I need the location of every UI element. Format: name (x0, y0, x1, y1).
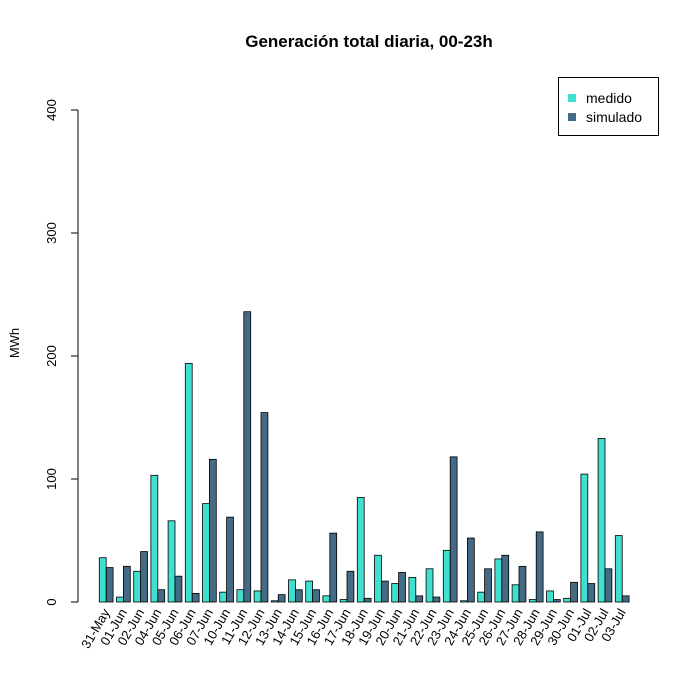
bar-medido-05-Jun (167, 520, 176, 603)
bar-medido-12-Jun (253, 590, 262, 603)
bar-medido-15-Jun (305, 580, 314, 603)
bar-simulado-04-Jun (157, 589, 166, 603)
y-tick-label: 100 (44, 468, 59, 490)
bar-simulado-15-Jun (312, 589, 320, 603)
bar-simulado-26-Jun (501, 554, 510, 603)
bar-simulado-18-Jun (363, 597, 372, 603)
bar-simulado-19-Jun (380, 580, 389, 603)
bar-medido-20-Jun (391, 583, 400, 603)
bar-simulado-12-Jun (260, 412, 269, 603)
bar-simulado-03-Jul (621, 595, 630, 603)
bar-simulado-01-Jun (123, 565, 131, 603)
bar-medido-30-Jun (563, 597, 572, 603)
bar-medido-10-Jun (219, 591, 227, 603)
bar-simulado-23-Jun (449, 456, 458, 603)
bar-simulado-11-Jun (243, 311, 252, 603)
bar-simulado-27-Jun (518, 565, 527, 603)
bar-simulado-16-Jun (329, 532, 338, 603)
bar-medido-21-Jun (408, 577, 417, 603)
bar-simulado-24-Jun (466, 537, 475, 603)
bar-medido-24-Jun (460, 600, 468, 603)
y-tick-label: 300 (44, 222, 59, 244)
bar-simulado-10-Jun (226, 516, 234, 603)
bar-medido-03-Jul (614, 535, 623, 603)
bar-medido-02-Jun (133, 570, 141, 603)
legend-swatch-medido (568, 94, 576, 102)
chart-title: Generación total diaria, 00-23h (245, 32, 493, 51)
bar-simulado-25-Jun (484, 568, 492, 603)
bar-medido-01-Jun (116, 596, 124, 603)
bar-simulado-14-Jun (294, 589, 303, 603)
y-tick-label: 400 (44, 99, 59, 121)
y-tick-label: 0 (44, 598, 59, 605)
bar-simulado-20-Jun (398, 572, 406, 603)
bar-medido-07-Jun (202, 503, 210, 603)
legend-box (558, 77, 659, 136)
bar-simulado-06-Jun (191, 592, 200, 603)
bar-simulado-28-Jun (535, 531, 544, 603)
bar-medido-25-Jun (477, 591, 486, 603)
bar-medido-22-Jun (425, 568, 434, 603)
bar-medido-29-Jun (546, 590, 554, 603)
bar-simulado-17-Jun (346, 570, 355, 603)
bar-medido-26-Jun (494, 558, 503, 603)
y-axis: 0 100 200 300 400 (44, 99, 79, 606)
bar-medido-13-Jun (270, 600, 279, 603)
legend-label-medido: medido (586, 90, 632, 106)
bar-medido-17-Jun (339, 599, 348, 603)
bar-medido-14-Jun (288, 579, 296, 603)
bar-medido-04-Jun (150, 474, 159, 603)
bar-medido-02-Jul (597, 438, 606, 603)
bar-simulado-02-Jul (604, 568, 613, 603)
bar-simulado-01-Jul (587, 583, 596, 603)
x-axis: 31-May01-Jun02-Jun04-Jun05-Jun06-Jun07-J… (78, 606, 629, 651)
bar-medido-31-May (98, 557, 107, 603)
bar-simulado-13-Jun (277, 594, 286, 603)
bar-simulado-02-Jun (140, 551, 148, 603)
bar-medido-06-Jun (184, 362, 193, 603)
bar-simulado-07-Jun (208, 458, 217, 603)
legend-label-simulado: simulado (586, 109, 642, 125)
bar-medido-01-Jul (580, 473, 589, 603)
bar-medido-18-Jun (356, 497, 365, 603)
bar-medido-19-Jun (374, 554, 382, 603)
legend: medido simulado (558, 77, 659, 136)
bar-simulado-05-Jun (174, 575, 183, 603)
bars-group (98, 311, 630, 603)
bar-medido-11-Jun (236, 589, 245, 603)
legend-swatch-simulado (568, 113, 576, 121)
bar-simulado-29-Jun (553, 599, 561, 603)
bar-medido-16-Jun (322, 595, 331, 603)
bar-simulado-22-Jun (432, 596, 441, 603)
bar-medido-28-Jun (528, 599, 537, 603)
y-axis-label: MWh (7, 328, 22, 358)
bar-simulado-30-Jun (570, 581, 578, 603)
bar-medido-23-Jun (442, 549, 451, 603)
bar-medido-27-Jun (511, 584, 520, 603)
bar-simulado-21-Jun (415, 595, 424, 603)
y-tick-label: 200 (44, 345, 59, 367)
bar-simulado-31-May (105, 567, 114, 603)
